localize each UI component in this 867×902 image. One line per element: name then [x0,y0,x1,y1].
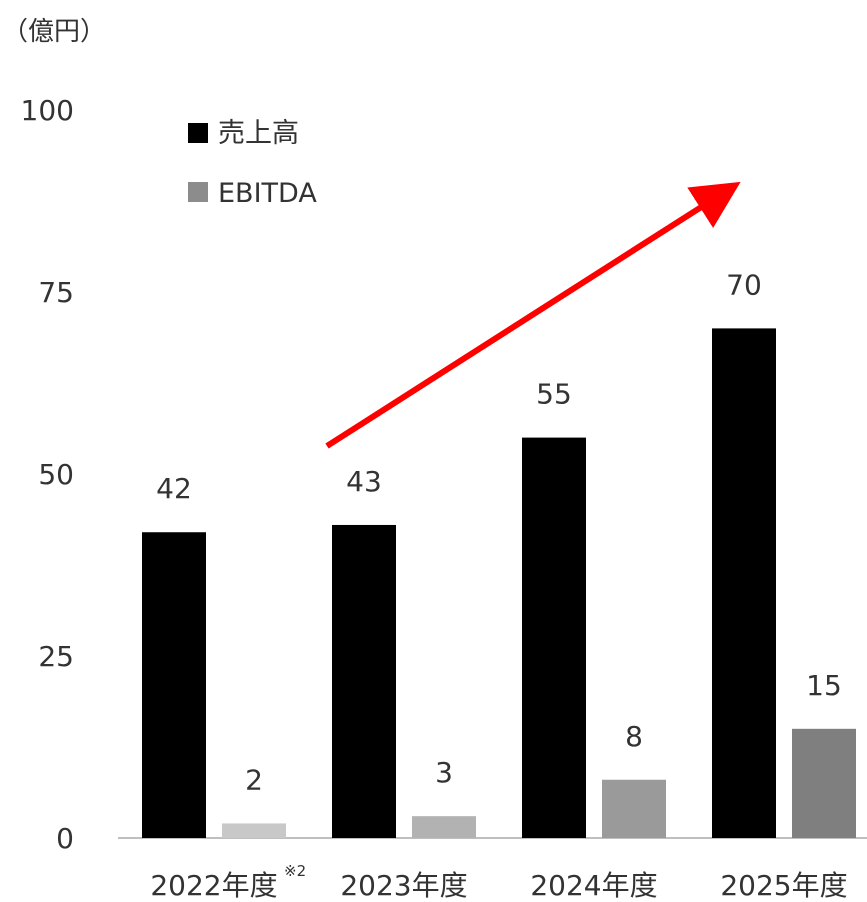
bars [142,328,856,838]
growth-arrow [325,181,741,449]
x-tick-label: 2022年度 [150,869,277,902]
data-label-ebitda: 3 [435,756,453,789]
y-tick-label: 25 [38,640,74,673]
y-tick-label: 0 [56,822,74,855]
bar-ebitda [602,779,666,838]
y-tick-label: 75 [38,276,74,309]
y-tick-label: 50 [38,458,74,491]
y-tick-label: 100 [21,94,74,127]
x-axis: 2022年度 ※2 2023年度 2024年度 2025年度 [150,862,847,902]
data-label-sales: 43 [346,465,382,498]
unit-label: （億円） [2,17,106,47]
bar-sales [142,532,206,838]
bar-sales [522,437,586,838]
data-label-sales: 42 [156,472,192,505]
legend-swatch-ebitda [188,182,208,202]
data-label-ebitda: 8 [625,720,643,753]
x-tick-label: 2025年度 [720,869,847,902]
legend-label-sales: 売上高 [218,118,299,149]
bar-sales [332,524,396,838]
data-label-ebitda: 2 [245,763,263,796]
y-axis: 0 25 50 75 100 [21,94,74,855]
x-tick-label: 2024年度 [530,869,657,902]
bar-sales [712,328,776,838]
x-tick-label: 2023年度 [340,869,467,902]
data-label-ebitda: 15 [806,669,842,702]
legend-swatch-sales [188,123,208,143]
legend-label-ebitda: EBITDA [218,178,317,209]
bar-ebitda [412,816,476,838]
data-label-sales: 70 [726,268,762,301]
bar-ebitda [222,823,286,838]
legend: 売上高 EBITDA [188,118,317,209]
data-label-sales: 55 [536,378,572,411]
x-tick-footnote-mark: ※2 [284,862,306,880]
data-labels: 42 2 43 3 55 8 70 15 [156,268,842,796]
bar-ebitda [792,728,856,838]
